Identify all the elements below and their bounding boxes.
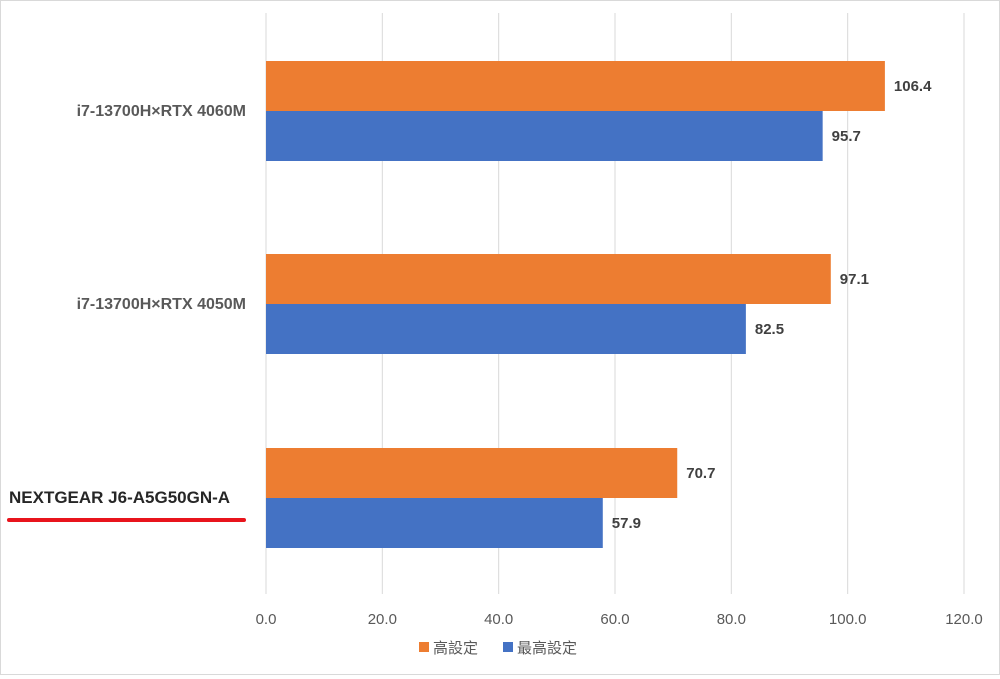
legend-label: 最高設定 [517,640,577,657]
legend-swatch [419,642,429,652]
data-label: 57.9 [612,515,641,532]
bar-high [266,448,678,498]
legend-swatch [503,642,513,652]
bar-high [266,254,831,304]
x-tick-label: 120.0 [945,611,983,628]
legend-label: 高設定 [433,640,478,657]
x-tick-label: 80.0 [717,611,746,628]
x-tick-label: 60.0 [600,611,629,628]
data-label: 97.1 [840,271,869,288]
category-label: NEXTGEAR J6-A5G50GN-A [9,488,230,507]
x-tick-label: 40.0 [484,611,513,628]
bar-highest [266,498,603,548]
x-tick-label: 100.0 [829,611,867,628]
bar-highest [266,111,823,161]
bar-high [266,61,885,111]
bar-highest [266,304,746,354]
data-label: 70.7 [686,465,715,482]
category-label: i7-13700H×RTX 4050M [77,296,246,313]
data-label: 106.4 [894,78,932,95]
category-label: i7-13700H×RTX 4060M [77,103,246,120]
data-label: 95.7 [832,128,861,145]
x-tick-label: 0.0 [256,611,277,628]
x-tick-label: 20.0 [368,611,397,628]
data-label: 82.5 [755,321,784,338]
